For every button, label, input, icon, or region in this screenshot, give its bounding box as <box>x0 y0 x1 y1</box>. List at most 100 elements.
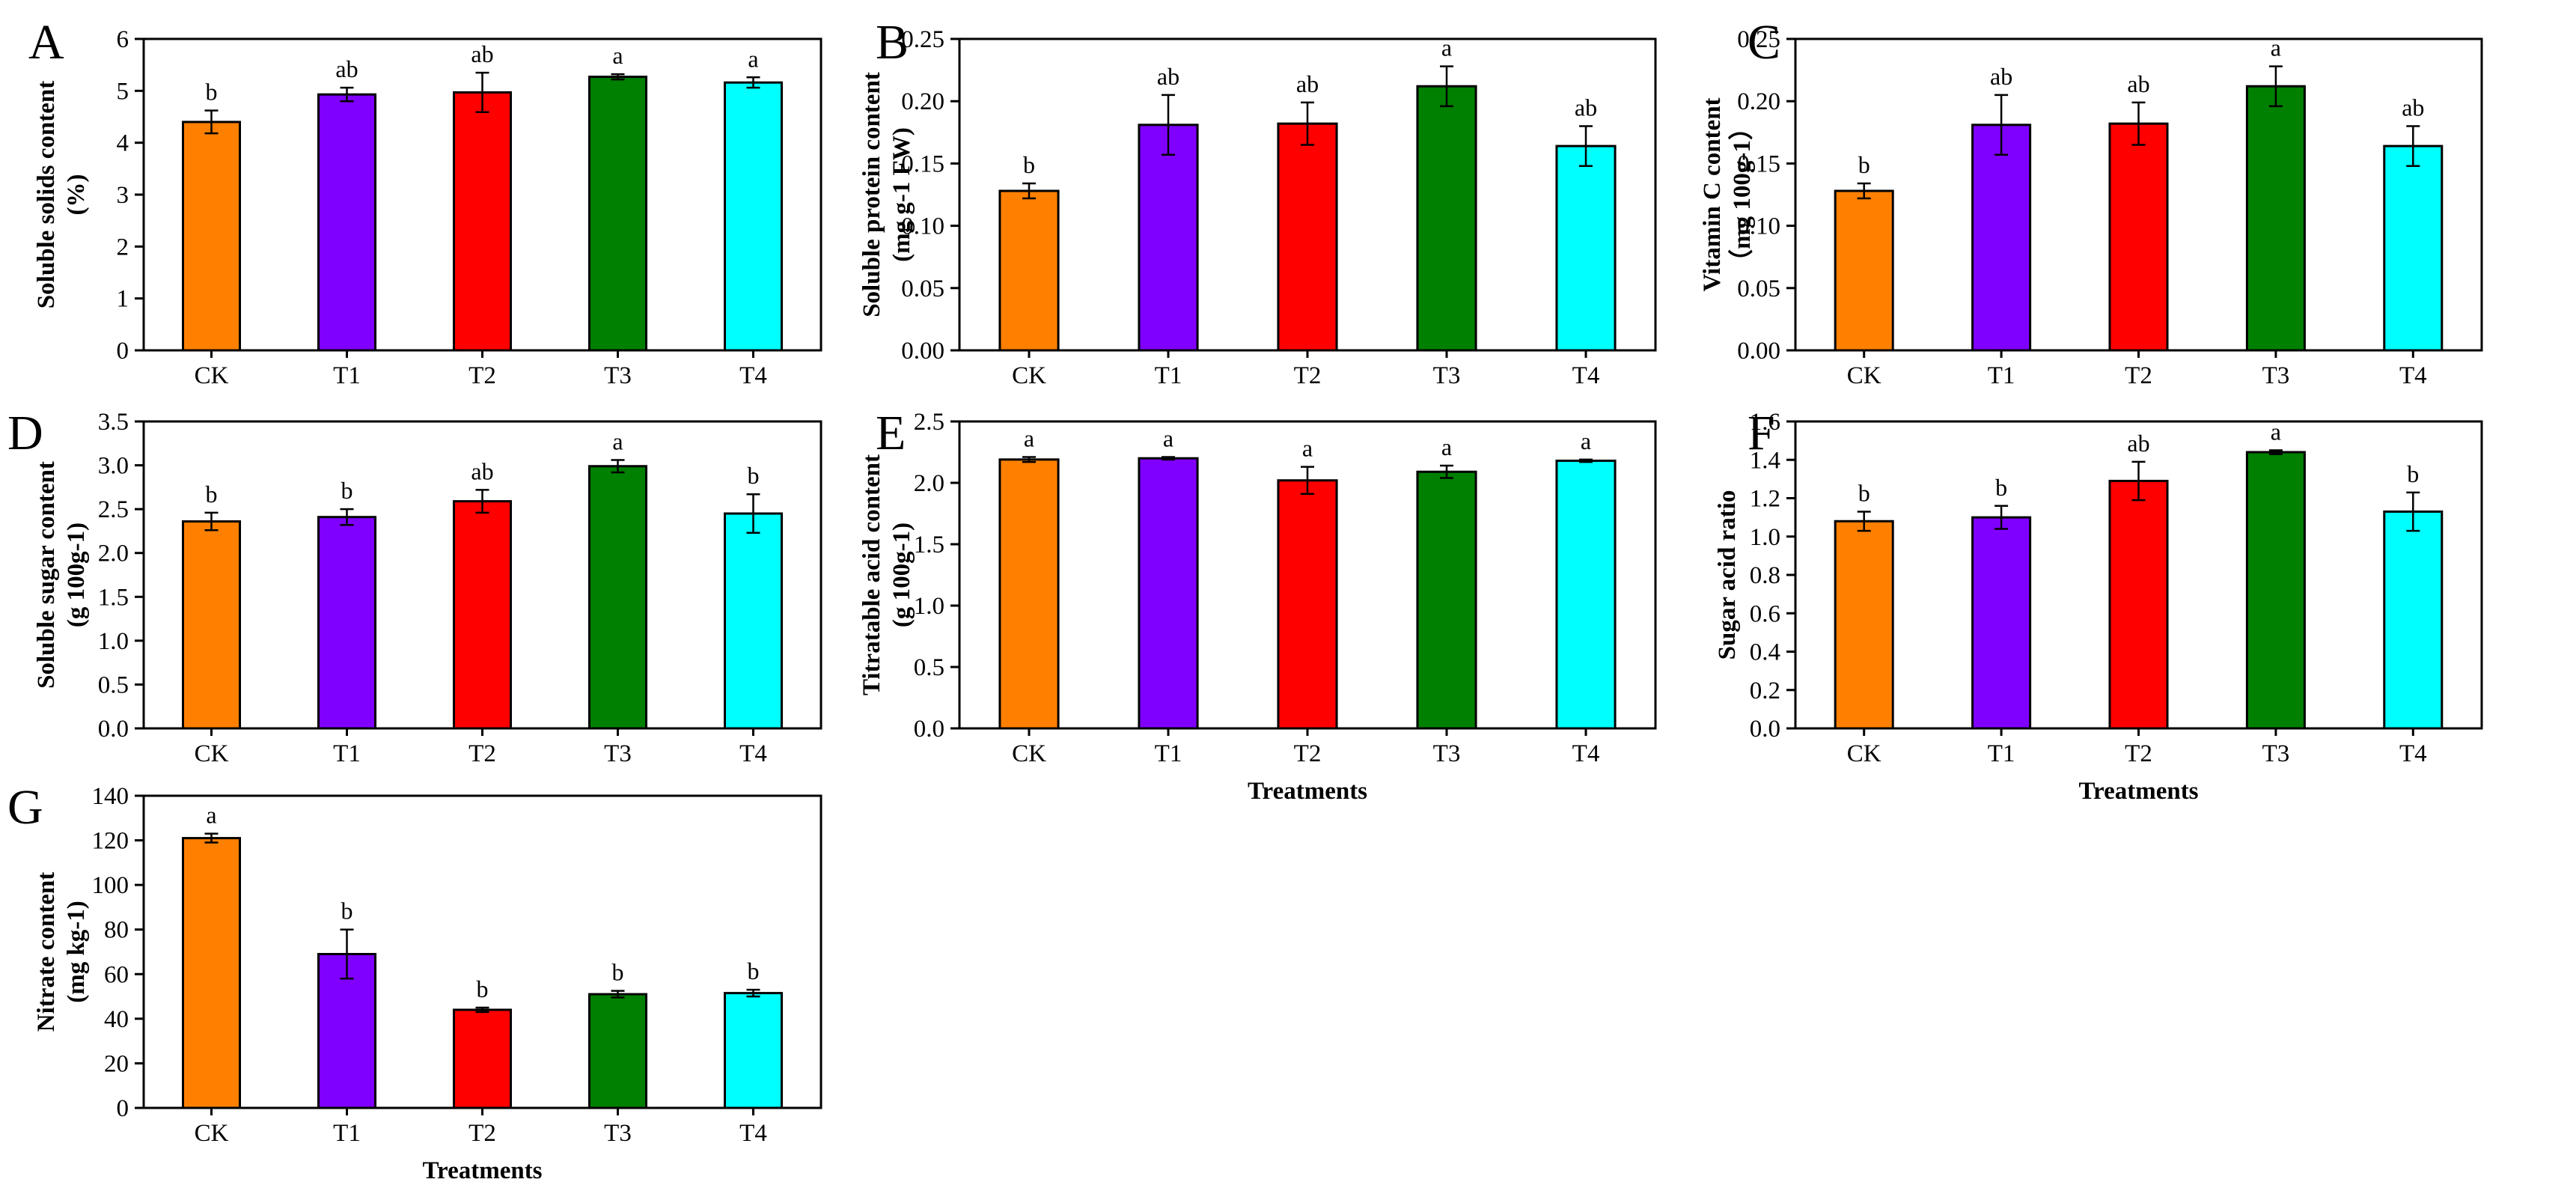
y-tick-label: 2.0 <box>98 540 129 567</box>
bar-t3 <box>2245 451 2306 730</box>
y-axis-title: Nitrate content <box>33 872 60 1032</box>
y-tick-label: 0.6 <box>1750 600 1780 627</box>
y-tick-label: 3.5 <box>98 409 129 436</box>
x-tick-label: CK <box>1012 740 1046 767</box>
y-tick-label: 0.25 <box>1737 26 1780 53</box>
y-tick-label: 60 <box>104 961 129 988</box>
x-tick-label: T1 <box>333 362 361 389</box>
bar-ck <box>181 520 242 730</box>
y-tick-label: 0.25 <box>901 26 944 53</box>
y-axis-title: (%) <box>63 174 90 216</box>
y-tick-label: 0 <box>117 1095 129 1122</box>
y-tick-label: 0.0 <box>914 716 944 743</box>
panel-letter: A <box>28 15 64 70</box>
x-tick-label: CK <box>1847 740 1881 767</box>
significance-label: ab <box>471 457 493 484</box>
y-tick-label: 0.20 <box>901 88 944 115</box>
y-tick-label: 80 <box>104 917 129 944</box>
y-axis-title: Soluble protein content <box>858 72 885 317</box>
y-tick-label: 0.2 <box>1750 677 1780 704</box>
y-tick-label: 5 <box>117 78 129 105</box>
y-tick-label: 0.00 <box>901 338 944 365</box>
bar-t3 <box>1416 85 1477 352</box>
panel-letter: E <box>876 406 906 460</box>
x-axis-title: Treatments <box>1248 778 1367 805</box>
panel-letter: F <box>1748 406 1775 460</box>
x-tick-label: CK <box>195 1120 229 1147</box>
bar-t2 <box>2108 122 2169 352</box>
y-axis-title: (mg g-1 FW) <box>888 127 915 262</box>
x-axis-title: Treatments <box>2078 778 2198 805</box>
significance-label: b <box>477 975 489 1002</box>
y-tick-label: 0.05 <box>901 275 944 302</box>
x-tick-label: T3 <box>604 1120 632 1147</box>
x-tick-label: T3 <box>2262 740 2290 767</box>
chart-panel-d: D 0.0 0.5 1.0 1.5 2.0 2.5 3.0 3.5 b CK b T1 ab T2 a T3 b T… <box>7 406 822 767</box>
y-tick-label: 2.5 <box>98 496 129 523</box>
y-tick-label: 4 <box>117 130 129 157</box>
bar-t3 <box>1416 470 1477 730</box>
y-tick-label: 2 <box>117 234 129 261</box>
y-tick-label: 0.00 <box>1737 338 1780 365</box>
y-axis-title: （mg 100g-1） <box>1728 115 1756 274</box>
significance-label: a <box>1441 34 1452 61</box>
y-axis-title: (mg kg-1) <box>63 901 90 1003</box>
x-tick-label: T4 <box>739 740 767 767</box>
bar-t2 <box>2108 479 2169 730</box>
chart-panel-b: B 0.00 0.05 0.10 0.15 0.20 0.25 b CK ab T1 ab T2 a T3 a… <box>858 15 1657 389</box>
x-tick-label: T2 <box>1294 362 1322 389</box>
chart-panel-g: G 0 20 40 60 80 100 120 140 a CK b T1 b T2 b T3 b T4 Nitrat… <box>7 780 822 1184</box>
y-tick-label: 0.5 <box>914 654 944 681</box>
y-tick-label: 0.10 <box>1737 213 1780 240</box>
y-axis-title: Soluble sugar content <box>33 461 60 689</box>
y-axis-title: (g 100g-1) <box>63 523 90 627</box>
y-tick-label: 1.2 <box>1750 486 1780 513</box>
y-tick-label: 0.15 <box>901 150 944 177</box>
x-tick-label: T1 <box>1155 362 1182 389</box>
y-tick-label: 2.5 <box>914 409 944 436</box>
x-tick-label: T4 <box>1572 362 1600 389</box>
bar-ck <box>998 458 1060 730</box>
x-tick-label: CK <box>1012 362 1046 389</box>
x-tick-label: T3 <box>604 362 632 389</box>
significance-label: b <box>1023 151 1035 178</box>
y-tick-label: 0.8 <box>1750 562 1780 589</box>
significance-label: ab <box>471 40 493 67</box>
significance-label: a <box>1581 427 1591 454</box>
x-tick-label: T4 <box>1572 740 1600 767</box>
x-axis-title: Treatments <box>422 1157 542 1184</box>
y-tick-label: 40 <box>104 1006 129 1033</box>
panel-letter: G <box>7 780 43 835</box>
bar-t3 <box>587 993 648 1109</box>
significance-label: a <box>1302 435 1313 462</box>
bar-t4 <box>723 512 784 730</box>
chart-panel-c: C 0.00 0.05 0.10 0.15 0.20 0.25 b CK ab T1 ab T2 a T3 a… <box>1699 15 2483 389</box>
y-tick-label: 1.0 <box>914 593 944 620</box>
panel-letter: C <box>1748 15 1780 70</box>
bar-t2 <box>452 500 513 730</box>
bar-t1 <box>1971 124 2032 352</box>
bar-t2 <box>1277 479 1338 730</box>
y-tick-label: 0 <box>117 338 129 365</box>
y-tick-label: 3.0 <box>98 453 129 480</box>
y-tick-label: 2.0 <box>914 470 944 497</box>
x-tick-label: CK <box>195 362 229 389</box>
significance-label: b <box>341 898 353 925</box>
y-tick-label: 1.5 <box>98 584 129 611</box>
bar-t1 <box>317 952 377 1109</box>
significance-label: a <box>206 802 216 829</box>
x-tick-label: T2 <box>1294 740 1322 767</box>
significance-label: ab <box>1157 63 1179 90</box>
bar-t1 <box>1138 124 1199 352</box>
bar-t1 <box>1971 516 2032 730</box>
bar-t3 <box>587 76 648 352</box>
x-tick-label: CK <box>195 740 229 767</box>
y-tick-label: 0.0 <box>98 716 129 743</box>
bar-t2 <box>452 1008 513 1109</box>
y-tick-label: 1.4 <box>1750 447 1780 474</box>
x-tick-label: T3 <box>1433 740 1461 767</box>
y-tick-label: 0.10 <box>901 213 944 240</box>
x-tick-label: T2 <box>468 740 496 767</box>
bar-t4 <box>1555 459 1617 730</box>
